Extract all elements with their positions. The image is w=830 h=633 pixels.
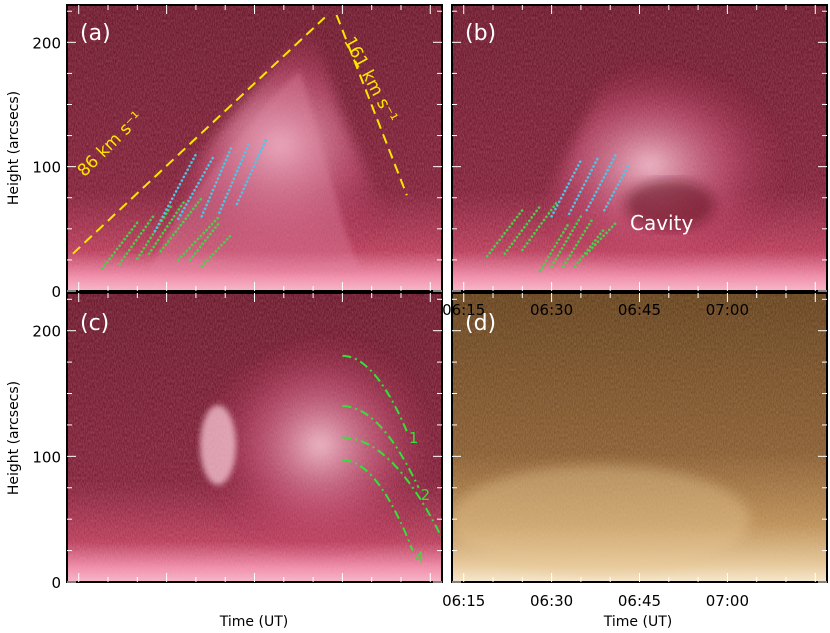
blue-dotted-track (218, 142, 250, 214)
x-tick-label: 06:15 (442, 301, 485, 319)
x-tick-label: 06:45 (618, 301, 661, 319)
x-tick-label: 07:00 (706, 592, 749, 610)
green-dotted-track (200, 233, 233, 268)
y-axis-label-top: Height (arcsecs) (6, 91, 22, 205)
green-dotted-track (503, 205, 542, 255)
x-axis-label-left: Time (UT) (219, 614, 288, 630)
loop-trajectory (342, 459, 414, 551)
green-dotted-track (159, 196, 204, 253)
panel-b-image (452, 5, 827, 291)
panel-a-label: (a) (80, 21, 111, 46)
green-dotted-track (147, 200, 186, 255)
y-tick-label: 100 (32, 448, 61, 466)
loop-trajectory (342, 354, 408, 432)
green-dotted-track (188, 221, 221, 262)
x-tick-label: 06:45 (618, 592, 661, 610)
blue-dotted-track (603, 165, 630, 212)
trajectory-label: 2 (421, 486, 431, 504)
green-dotted-track (177, 215, 221, 262)
green-dotted-track (538, 221, 571, 273)
velocity-fit-line (335, 14, 408, 196)
green-dotted-track (521, 200, 559, 252)
y-tick-label: 200 (32, 323, 61, 341)
panel-d: (d) (451, 292, 828, 583)
blue-dotted-track (567, 155, 600, 216)
trajectory-label: 4 (415, 549, 425, 567)
y-axis-label-bottom: Height (arcsecs) (6, 381, 22, 495)
x-tick-label: 06:30 (530, 301, 573, 319)
velocity-fit-line (72, 16, 326, 255)
blue-dotted-track (177, 155, 215, 221)
y-tick-label: 0 (51, 574, 61, 592)
loop-trajectory (342, 405, 420, 489)
blue-dotted-track (550, 159, 583, 218)
green-dotted-track (100, 221, 139, 270)
cavity-annotation: Cavity (630, 211, 693, 235)
green-dotted-track (562, 217, 594, 268)
blue-dotted-track (585, 152, 618, 212)
green-dotted-track (585, 221, 618, 255)
blue-dotted-track (235, 137, 268, 206)
green-dotted-track (573, 227, 606, 268)
axis-ticks: 0 100 200 06:15 06:30 06:45 07:00 0 100 200 06:15 0… (32, 5, 827, 610)
y-tick-label: 0 (51, 283, 61, 301)
panel-b: (b) Cavity (451, 4, 828, 292)
panel-d-image (452, 293, 827, 582)
green-dotted-track (550, 215, 583, 268)
y-tick-label: 100 (32, 159, 61, 177)
x-tick-label: 06:15 (442, 592, 485, 610)
panel-a-image (67, 5, 442, 291)
blue-dotted-track (153, 152, 198, 233)
green-dotted-track (485, 208, 524, 258)
x-tick-label: 06:30 (530, 592, 573, 610)
y-tick-label: 200 (32, 34, 61, 52)
blue-dotted-track (200, 146, 233, 218)
panel-c-image (67, 293, 442, 582)
panel-d-label: (d) (465, 311, 496, 336)
x-tick-label: 07:00 (706, 301, 749, 319)
trajectory-label: 1 (409, 429, 419, 447)
x-axis-label-right: Time (UT) (603, 614, 672, 630)
panel-b-label: (b) (465, 21, 496, 46)
panel-c-label: (c) (80, 311, 109, 336)
loop-trajectory (342, 436, 442, 539)
